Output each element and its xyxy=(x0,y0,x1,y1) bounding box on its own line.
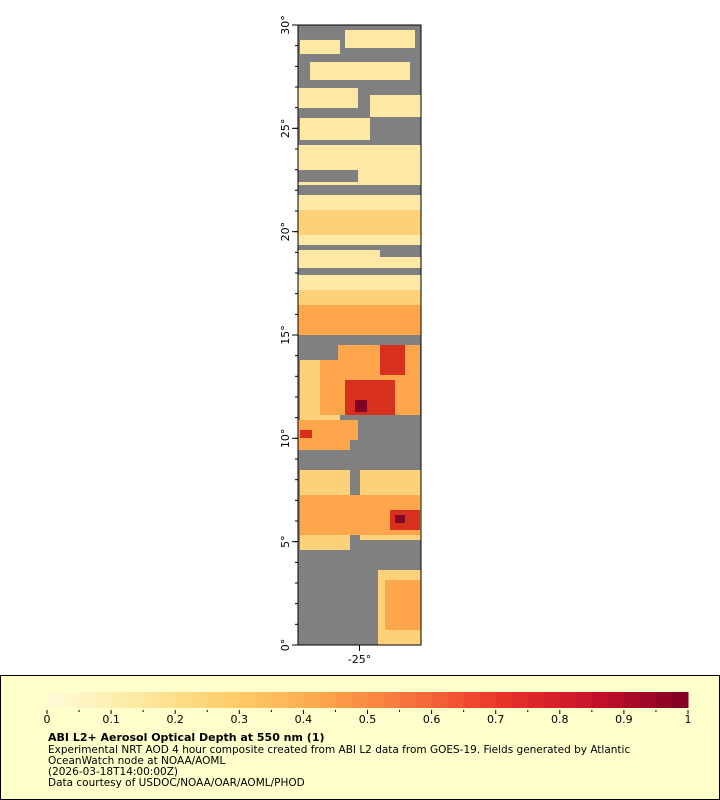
y-tick-label: 20° xyxy=(279,222,292,242)
colorbar-step xyxy=(511,692,529,708)
colorbar-step xyxy=(591,692,609,708)
colorbar-step xyxy=(559,692,577,708)
colorbar-tick-label: 0 xyxy=(44,713,51,726)
colorbar-step xyxy=(383,692,401,708)
colorbar-tick-label: 0.1 xyxy=(102,713,120,726)
colorbar-step xyxy=(431,692,449,708)
colorbar-step xyxy=(111,692,128,708)
map-image xyxy=(298,25,421,645)
y-tick-label: 5° xyxy=(279,535,292,548)
colorbar-tick-label: 0.7 xyxy=(487,713,505,726)
colorbar-step xyxy=(399,692,417,708)
colorbar-step xyxy=(527,692,545,708)
colorbar-tick-label: 0.3 xyxy=(231,713,249,726)
colorbar-step xyxy=(95,692,112,708)
colorbar-step xyxy=(79,692,96,708)
y-tick-label: 10° xyxy=(279,429,292,449)
colorbar-step xyxy=(575,692,593,708)
colorbar-step xyxy=(639,692,657,708)
colorbar-step xyxy=(271,692,288,708)
colorbar-tick-label: 0.2 xyxy=(166,713,184,726)
y-tick-label: 0° xyxy=(279,639,292,652)
colorbar-step xyxy=(175,692,192,708)
colorbar-tick-label: 0.9 xyxy=(615,713,633,726)
colorbar-step xyxy=(463,692,481,708)
colorbar: 0 0.1 0.2 0.3 0.4 0.5 0.6 0.7 0.8 0.9 1 xyxy=(44,692,692,726)
colorbar-step xyxy=(63,692,80,708)
x-tick-label: -25° xyxy=(348,653,371,666)
aod-very-high xyxy=(300,345,420,530)
colorbar-step xyxy=(287,692,304,708)
colorbar-step xyxy=(335,692,352,708)
y-tick-label: 25° xyxy=(279,119,292,139)
colorbar-step xyxy=(223,692,240,708)
colorbar-step xyxy=(607,692,625,708)
colorbar-step xyxy=(319,692,336,708)
colorbar-step xyxy=(239,692,256,708)
axes: 0° 5° 10° 15° 20° 25° 30° -25° xyxy=(279,15,371,666)
colorbar-step xyxy=(207,692,224,708)
colorbar-step xyxy=(367,692,385,708)
colorbar-step xyxy=(479,692,497,708)
colorbar-tick-label: 0.8 xyxy=(551,713,569,726)
colorbar-step xyxy=(351,692,368,708)
colorbar-step xyxy=(623,692,641,708)
colorbar-step xyxy=(543,692,561,708)
colorbar-step xyxy=(447,692,465,708)
cloud-gaps xyxy=(298,170,421,645)
colorbar-step xyxy=(671,692,689,708)
colorbar-tick-label: 1 xyxy=(685,713,692,726)
colorbar-step xyxy=(143,692,160,708)
caption-line: (2026-03-18T14:00:00Z) xyxy=(48,766,178,778)
colorbar-step xyxy=(415,692,433,708)
caption-line: Data courtesy of USDOC/NOAA/OAR/AOML/PHO… xyxy=(48,777,305,789)
caption-line: OceanWatch node at NOAA/AOML xyxy=(48,755,225,767)
y-tick-label: 15° xyxy=(279,325,292,345)
caption-line: Experimental NRT AOD 4 hour composite cr… xyxy=(48,744,630,756)
colorbar-step xyxy=(191,692,208,708)
colorbar-step xyxy=(655,692,673,708)
colorbar-tick-label: 0.6 xyxy=(423,713,441,726)
colorbar-step xyxy=(303,692,320,708)
legend-title: ABI L2+ Aerosol Optical Depth at 550 nm … xyxy=(48,731,325,744)
colorbar-step xyxy=(47,692,64,708)
aod-extreme xyxy=(355,400,405,523)
colorbar-step xyxy=(495,692,513,708)
colorbar-step xyxy=(127,692,144,708)
colorbar-step xyxy=(159,692,176,708)
colorbar-tick-label: 0.4 xyxy=(295,713,313,726)
colorbar-tick-label: 0.5 xyxy=(359,713,377,726)
colorbar-step xyxy=(255,692,272,708)
y-tick-label: 30° xyxy=(279,15,292,35)
